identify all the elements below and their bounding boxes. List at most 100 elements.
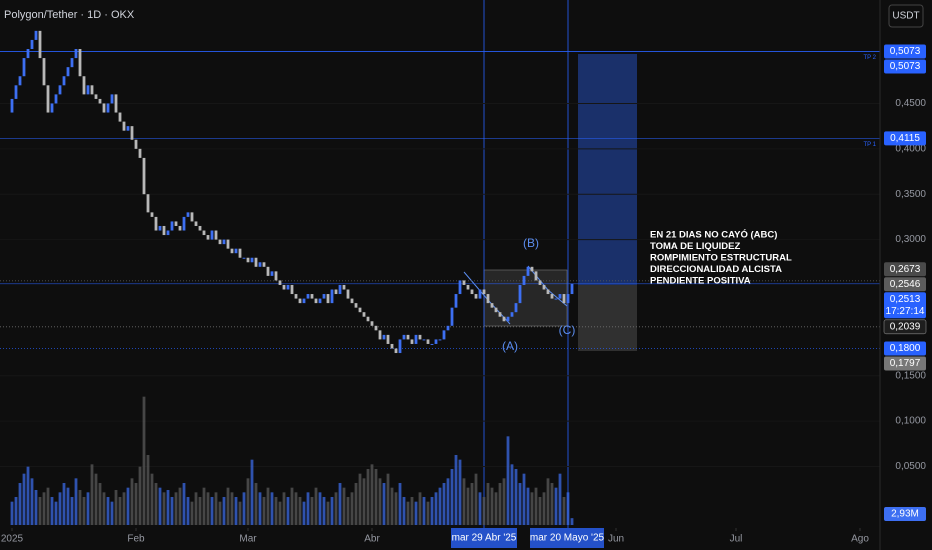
currency-button[interactable] — [888, 4, 924, 28]
candle-body — [130, 126, 134, 140]
candle-body — [158, 225, 162, 231]
volume-bar — [266, 487, 270, 525]
volume-bar — [362, 478, 366, 525]
candle-body — [22, 58, 26, 77]
volume-bar — [510, 464, 514, 525]
candle-body — [230, 248, 234, 254]
y-tick-label: 0,4000 — [895, 143, 926, 154]
volume-bar — [162, 492, 166, 525]
volume-bar — [566, 492, 570, 525]
candle-body — [526, 266, 530, 276]
candle-body — [186, 212, 190, 217]
x-tick-label: Jun — [608, 534, 624, 545]
candle-body — [106, 103, 110, 113]
candle-body — [426, 339, 430, 344]
candle-body — [214, 230, 218, 240]
volume-bar — [390, 487, 394, 525]
candle-body — [522, 275, 526, 285]
volume-bar — [450, 469, 454, 525]
volume-bar — [382, 483, 386, 525]
volume-bar — [478, 492, 482, 525]
volume-bar — [446, 478, 450, 525]
y-tick-label: 0,1500 — [895, 370, 926, 381]
candle-body — [462, 280, 466, 285]
candle-body — [314, 298, 318, 304]
candle-body — [126, 126, 130, 131]
candle-body — [566, 294, 570, 304]
volume-bar — [98, 483, 102, 525]
x-tick-label: Feb — [127, 534, 145, 545]
candle-body — [558, 294, 562, 299]
volume-bar — [322, 497, 326, 525]
volume-bar — [290, 487, 294, 525]
volume-bar — [534, 487, 538, 525]
volume-bar — [426, 501, 430, 525]
volume-bar — [46, 487, 50, 525]
candle-body — [274, 271, 278, 281]
candle-body — [210, 230, 214, 240]
candle-body — [562, 294, 566, 304]
candle-body — [66, 67, 70, 77]
volume-bar — [302, 501, 306, 525]
volume-bar — [242, 492, 246, 525]
candle-body — [118, 112, 122, 122]
volume-bar — [434, 492, 438, 525]
candle-body — [510, 312, 514, 317]
candle-body — [354, 303, 358, 308]
candle-body — [250, 257, 254, 263]
candle-body — [390, 343, 394, 349]
volume-bar — [226, 487, 230, 525]
candle-body — [378, 330, 382, 340]
volume-bar — [246, 478, 250, 525]
volume-bar — [270, 492, 274, 525]
candle-body — [142, 157, 146, 195]
candle-body — [46, 85, 50, 113]
x-tick-label: Abr — [364, 534, 380, 545]
volume-bar — [250, 459, 254, 525]
candle-body — [346, 289, 350, 299]
candle-body — [406, 334, 410, 340]
volume-bar — [218, 501, 222, 525]
volume-bar — [182, 483, 186, 525]
candle-body — [10, 98, 14, 113]
candle-body — [306, 294, 310, 299]
annotation-line: ROMPIMIENTO ESTRUCTURAL — [650, 253, 792, 264]
candle-body — [382, 334, 386, 340]
volume-bar — [490, 487, 494, 525]
candle-body — [182, 216, 186, 231]
candle-body — [62, 76, 66, 86]
volume-bar — [394, 492, 398, 525]
volume-bar — [338, 483, 342, 525]
candle-body — [166, 230, 170, 236]
wave-label: (A) — [502, 339, 518, 353]
price-label-box — [884, 277, 926, 292]
volume-bar — [278, 501, 282, 525]
volume-bar — [26, 466, 30, 525]
volume-bar — [342, 487, 346, 525]
annotation-line: TOMA DE LIQUIDEZ — [650, 241, 740, 252]
candle-body — [450, 307, 454, 326]
candle-body — [162, 225, 166, 236]
countdown-label: 17:27:14 — [886, 306, 925, 317]
candle-body — [110, 94, 114, 104]
volume-bar — [402, 497, 406, 525]
volume-bar — [22, 473, 26, 525]
candle-body — [470, 289, 474, 295]
price-label: 0,2546 — [890, 279, 921, 290]
volume-bar — [146, 455, 150, 525]
volume-bar — [482, 497, 486, 525]
volume-bar — [198, 497, 202, 525]
candle-body — [438, 339, 442, 341]
volume-bar — [50, 497, 54, 525]
volume-bar — [294, 492, 298, 525]
volume-bar — [186, 497, 190, 525]
candle-body — [174, 221, 178, 226]
volume-bar — [502, 478, 506, 525]
volume-bar — [366, 469, 370, 525]
volume-bar — [562, 497, 566, 525]
volume-bar — [530, 492, 534, 525]
volume-bar — [546, 478, 550, 525]
wave-label: (B) — [523, 236, 539, 250]
candle-body — [410, 339, 414, 344]
volume-bar — [14, 497, 18, 525]
